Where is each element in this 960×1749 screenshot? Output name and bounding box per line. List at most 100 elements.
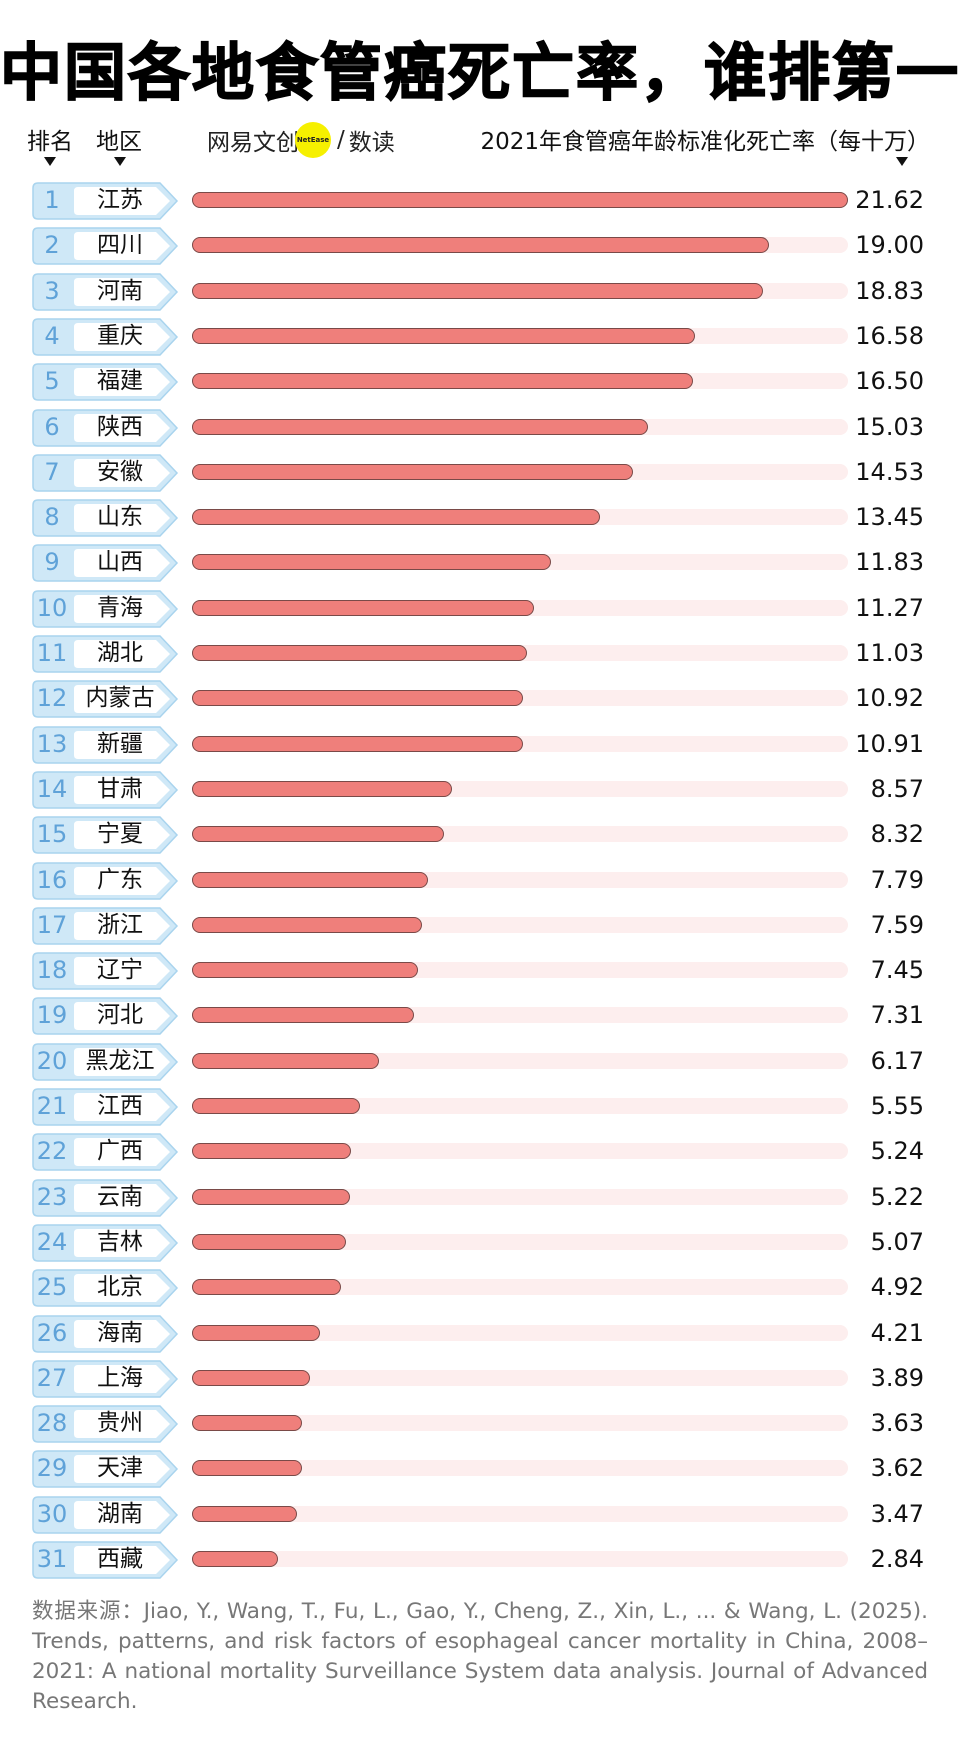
- tag-arrow-shape-icon: [32, 952, 179, 990]
- region-name: 新疆: [97, 730, 143, 757]
- column-header-value: 2021年食管癌年龄标准化死亡率（每十万）: [480, 129, 930, 155]
- bar-row: 21 江西 5.55: [0, 1086, 960, 1126]
- rank-number: 26: [36, 1318, 68, 1347]
- bar-track: [192, 373, 848, 390]
- bar-row: 12 内蒙古 10.92: [0, 678, 960, 719]
- bar: [192, 1551, 279, 1567]
- region-name: 福建: [97, 368, 143, 395]
- region-name: 黑龙江: [85, 1047, 155, 1074]
- tag-arrow-shape-icon: [32, 1541, 179, 1579]
- bar-track: [192, 282, 848, 299]
- bar: [192, 871, 429, 888]
- rank-number: 16: [36, 865, 68, 894]
- value-label: 13.45: [855, 503, 924, 532]
- brand-logo: 网易文创 NetEase / 数读: [207, 122, 395, 158]
- rank-number: 17: [36, 910, 68, 939]
- tag-arrow-shape-icon: [32, 1269, 179, 1307]
- value-label: 3.47: [870, 1499, 924, 1528]
- tag-arrow-shape-icon: [32, 997, 179, 1036]
- value-label: 10.91: [855, 729, 924, 758]
- region-name: 山东: [97, 504, 143, 531]
- tag-arrow-shape-icon: [32, 771, 179, 809]
- rank-region-tag: 16 广东: [32, 861, 179, 900]
- value-label: 7.45: [870, 956, 924, 985]
- bar: [192, 1007, 414, 1024]
- bar: [192, 418, 648, 435]
- bar-row: 15 宁夏 8.32: [0, 814, 960, 854]
- rank-region-tag: 13 新疆: [32, 725, 179, 764]
- rank-number: 28: [36, 1409, 68, 1438]
- tag-arrow-shape-icon: [32, 1450, 179, 1489]
- bar: [192, 1505, 298, 1522]
- bar: [192, 1052, 380, 1069]
- rank-region-tag: 23 云南: [32, 1178, 179, 1217]
- bar-track: [192, 916, 848, 933]
- rank-number: 14: [36, 774, 68, 803]
- bar-row: 28 贵州 3.63: [0, 1403, 960, 1443]
- region-name: 安徽: [97, 458, 143, 485]
- value-label: 11.83: [855, 548, 924, 577]
- tag-arrow-shape-icon: [32, 589, 179, 628]
- rank-region-tag: 4 重庆: [32, 318, 179, 356]
- value-label: 7.31: [870, 1001, 924, 1030]
- bar-track: [192, 554, 848, 571]
- bar: [192, 1460, 302, 1477]
- bar: [192, 192, 848, 208]
- value-label: 2.84: [870, 1545, 924, 1573]
- rank-number: 10: [36, 593, 68, 622]
- value-label: 5.24: [870, 1137, 924, 1166]
- bar-row: 1 江苏 21.62: [0, 180, 960, 220]
- value-label: 11.27: [855, 593, 924, 622]
- bar-track: [192, 1460, 848, 1477]
- rank-number: 30: [36, 1499, 68, 1528]
- bar: [192, 373, 693, 390]
- value-label: 8.32: [870, 820, 924, 849]
- rank-region-tag: 14 甘肃: [32, 771, 179, 809]
- tag-arrow-shape-icon: [32, 363, 179, 401]
- region-name: 湖北: [97, 640, 143, 666]
- region-name: 江苏: [97, 187, 143, 213]
- region-name: 吉林: [97, 1228, 143, 1255]
- region-name: 贵州: [97, 1410, 143, 1437]
- bar: [192, 916, 423, 933]
- value-label: 6.17: [870, 1046, 924, 1075]
- rank-number: 13: [36, 729, 68, 758]
- rank-number: 2: [44, 231, 60, 260]
- bar-row: 10 青海 11.27: [0, 588, 960, 628]
- tag-arrow-shape-icon: [32, 1314, 179, 1353]
- data-source: 数据来源：Jiao, Y., Wang, T., Fu, L., Gao, Y.…: [32, 1599, 928, 1714]
- bar-track: [192, 780, 848, 797]
- region-name: 河南: [97, 277, 143, 304]
- region-name: 甘肃: [97, 775, 143, 802]
- rank-region-tag: 10 青海: [32, 589, 179, 628]
- bar-track: [192, 826, 848, 843]
- brand-sub: 数读: [348, 130, 395, 156]
- bar: [192, 735, 523, 752]
- bar-row: 13 新疆 10.91: [0, 724, 960, 764]
- region-name: 湖南: [97, 1500, 143, 1527]
- bar-track: [192, 237, 848, 254]
- rank-number: 12: [36, 684, 68, 713]
- bar-track: [192, 192, 848, 208]
- rank-region-tag: 15 宁夏: [32, 816, 179, 854]
- bar-row: 30 湖南 3.47: [0, 1494, 960, 1534]
- rank-number: 1: [44, 186, 60, 214]
- bar: [192, 1324, 320, 1341]
- region-name: 重庆: [97, 322, 143, 349]
- bar-track: [192, 1324, 848, 1341]
- region-name: 辽宁: [97, 957, 143, 984]
- bar-row: 4 重庆 16.58: [0, 316, 960, 356]
- rank-region-tag: 22 广西: [32, 1133, 179, 1172]
- region-name: 山西: [97, 549, 143, 576]
- value-label: 3.62: [870, 1454, 924, 1483]
- region-down-arrow-icon: [114, 157, 126, 166]
- rank-number: 9: [44, 548, 60, 577]
- bar-track: [192, 1052, 848, 1069]
- value-label: 4.92: [870, 1273, 924, 1302]
- bar-track: [192, 1369, 848, 1386]
- region-name: 广东: [97, 866, 143, 893]
- bar-track: [192, 1279, 848, 1296]
- rank-number: 15: [36, 820, 68, 849]
- rank-region-tag: 20 黑龙江: [32, 1042, 179, 1081]
- rank-region-tag: 31 西藏: [32, 1541, 179, 1579]
